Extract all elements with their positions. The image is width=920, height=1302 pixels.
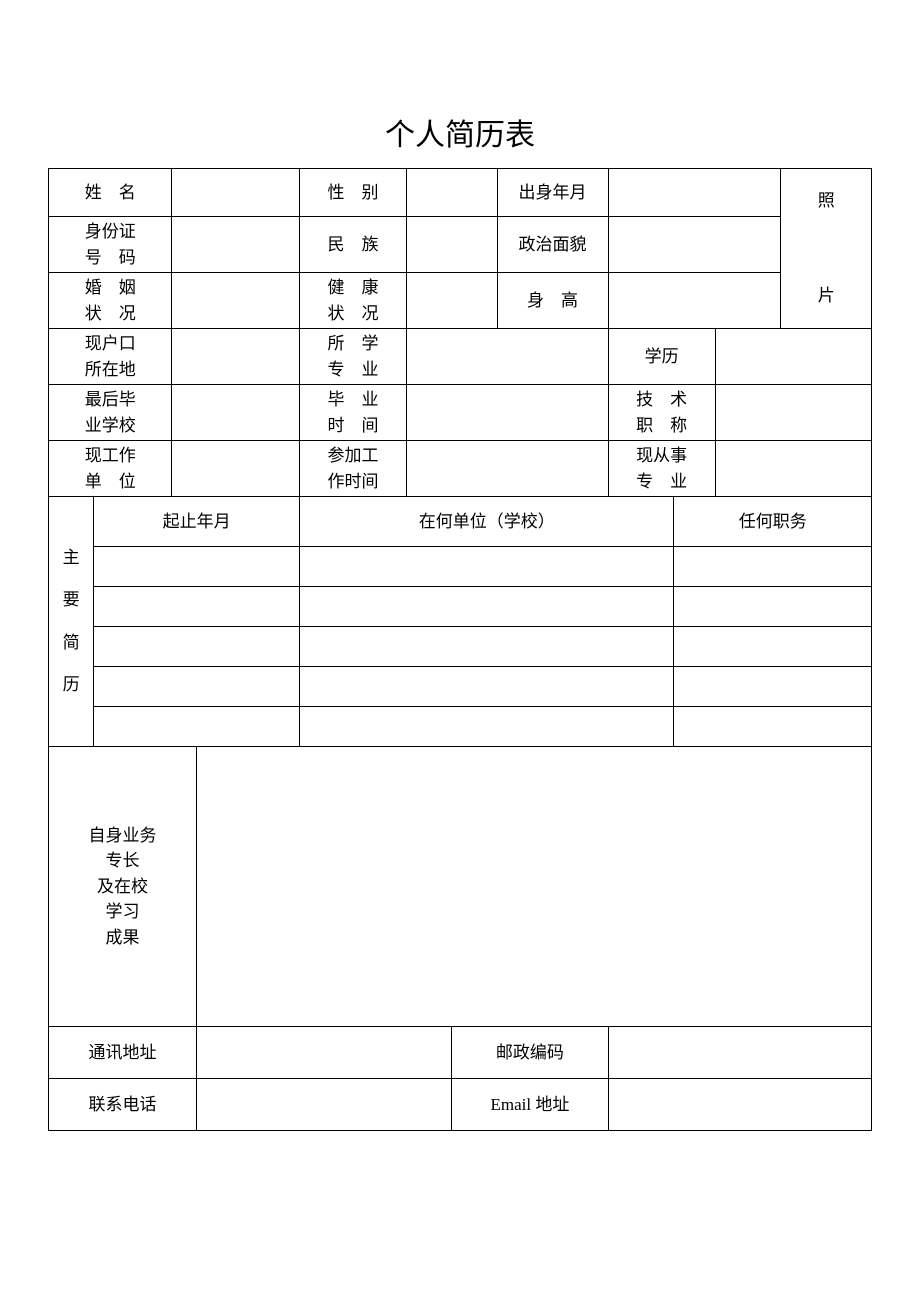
label-major: 所 学专 业 bbox=[300, 329, 407, 385]
label-political: 政治面貌 bbox=[497, 217, 608, 273]
value-postcode bbox=[608, 1027, 871, 1079]
value-name bbox=[172, 169, 300, 217]
photo-label-top: 照 bbox=[818, 191, 835, 210]
label-gender: 性 别 bbox=[300, 169, 407, 217]
label-email: Email 地址 bbox=[452, 1079, 608, 1131]
value-birth bbox=[608, 169, 781, 217]
label-address: 通讯地址 bbox=[49, 1027, 197, 1079]
label-education: 学历 bbox=[608, 329, 715, 385]
value-education bbox=[715, 329, 871, 385]
value-gender bbox=[407, 169, 498, 217]
table-row bbox=[49, 547, 872, 587]
value-height bbox=[608, 273, 781, 329]
history-unit-cell bbox=[300, 547, 674, 587]
photo-label-bottom: 片 bbox=[818, 286, 835, 305]
history-position-cell bbox=[674, 587, 872, 627]
value-techtitle bbox=[715, 385, 871, 441]
history-period-cell bbox=[94, 587, 300, 627]
label-name: 姓 名 bbox=[49, 169, 172, 217]
value-workunit bbox=[172, 441, 300, 497]
value-id bbox=[172, 217, 300, 273]
photo-placeholder: 照 片 bbox=[781, 169, 872, 329]
label-worktime: 参加工作时间 bbox=[300, 441, 407, 497]
label-ethnicity: 民 族 bbox=[300, 217, 407, 273]
history-position-cell bbox=[674, 627, 872, 667]
label-marital: 婚 姻状 况 bbox=[49, 273, 172, 329]
value-school bbox=[172, 385, 300, 441]
history-unit-cell bbox=[300, 627, 674, 667]
label-school: 最后毕业学校 bbox=[49, 385, 172, 441]
value-gradtime bbox=[407, 385, 609, 441]
form-title: 个人简历表 bbox=[48, 110, 872, 154]
table-row bbox=[49, 587, 872, 627]
resume-table: 姓 名 性 别 出身年月 照 片 身份证号 码 民 族 政治面貌 婚 姻状 况 … bbox=[48, 168, 872, 1131]
table-row bbox=[49, 667, 872, 707]
table-row bbox=[49, 707, 872, 747]
label-health: 健 康状 况 bbox=[300, 273, 407, 329]
history-unit-cell bbox=[300, 587, 674, 627]
history-unit-cell bbox=[300, 667, 674, 707]
label-techtitle: 技 术职 称 bbox=[608, 385, 715, 441]
label-history-period: 起止年月 bbox=[94, 497, 300, 547]
history-unit-cell bbox=[300, 707, 674, 747]
label-height: 身 高 bbox=[497, 273, 608, 329]
value-major bbox=[407, 329, 609, 385]
label-workunit: 现工作单 位 bbox=[49, 441, 172, 497]
value-address bbox=[197, 1027, 452, 1079]
value-marital bbox=[172, 273, 300, 329]
history-period-cell bbox=[94, 667, 300, 707]
label-history-unit: 在何单位（学校） bbox=[300, 497, 674, 547]
value-political bbox=[608, 217, 781, 273]
value-residence bbox=[172, 329, 300, 385]
label-residence: 现户口所在地 bbox=[49, 329, 172, 385]
label-postcode: 邮政编码 bbox=[452, 1027, 608, 1079]
value-curmajor bbox=[715, 441, 871, 497]
history-period-cell bbox=[94, 627, 300, 667]
label-phone: 联系电话 bbox=[49, 1079, 197, 1131]
label-specialty: 自身业务 专长 及在校 学习 成果 bbox=[49, 747, 197, 1027]
label-history-position: 任何职务 bbox=[674, 497, 872, 547]
label-gradtime: 毕 业时 间 bbox=[300, 385, 407, 441]
table-row bbox=[49, 627, 872, 667]
label-history-vertical: 主 要 简 历 bbox=[49, 497, 94, 747]
history-position-cell bbox=[674, 707, 872, 747]
history-position-cell bbox=[674, 667, 872, 707]
label-birth: 出身年月 bbox=[497, 169, 608, 217]
value-worktime bbox=[407, 441, 609, 497]
history-position-cell bbox=[674, 547, 872, 587]
value-specialty bbox=[197, 747, 872, 1027]
label-id: 身份证号 码 bbox=[49, 217, 172, 273]
value-phone bbox=[197, 1079, 452, 1131]
label-curmajor: 现从事专 业 bbox=[608, 441, 715, 497]
value-email bbox=[608, 1079, 871, 1131]
value-ethnicity bbox=[407, 217, 498, 273]
history-period-cell bbox=[94, 707, 300, 747]
value-health bbox=[407, 273, 498, 329]
history-period-cell bbox=[94, 547, 300, 587]
